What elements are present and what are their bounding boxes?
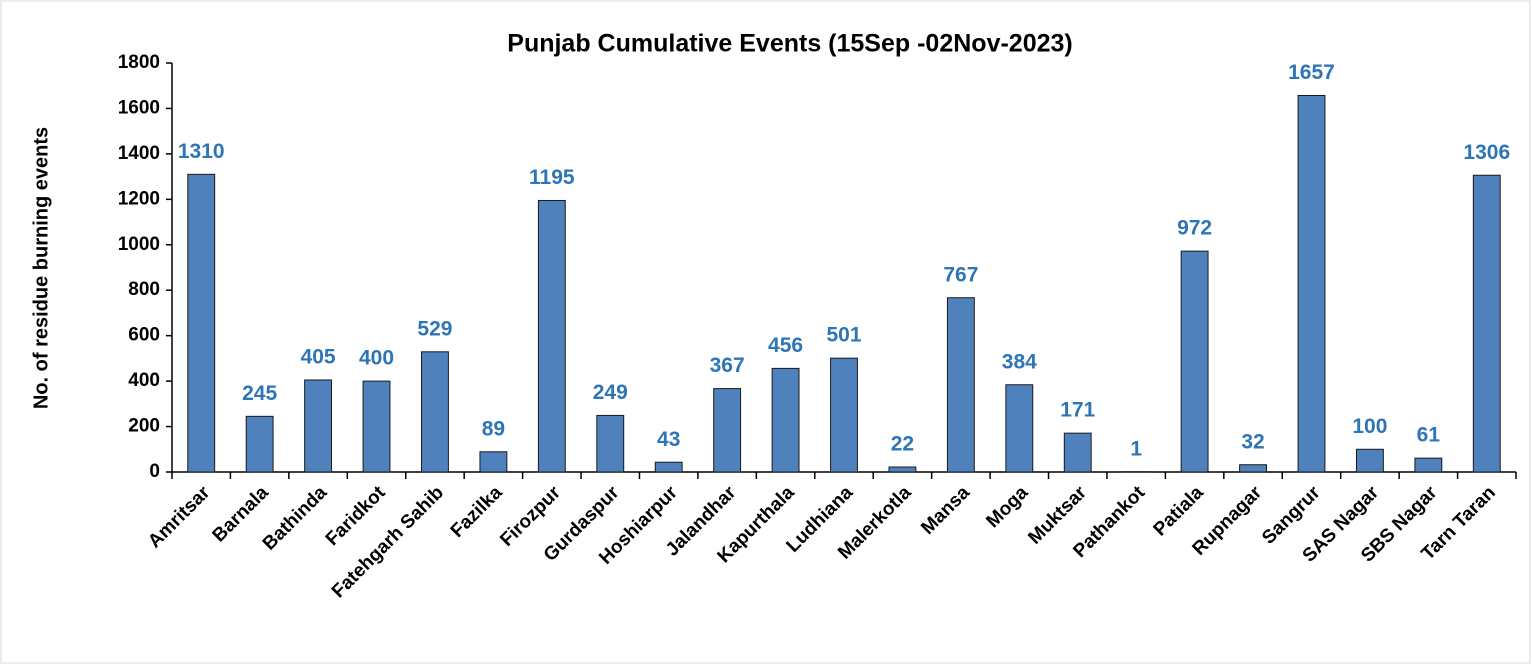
bar (362, 380, 391, 473)
chart-title: Punjab Cumulative Events (15Sep -02Nov-2… (507, 30, 1072, 58)
y-tick-label: 0 (149, 461, 160, 482)
data-label: 972 (1177, 217, 1212, 240)
bar (1355, 448, 1384, 473)
bar (421, 351, 449, 473)
data-label: 22 (891, 433, 914, 456)
data-label: 529 (417, 317, 452, 340)
data-label: 61 (1417, 424, 1441, 447)
bar (1063, 432, 1092, 473)
data-label: 501 (826, 324, 861, 347)
bar (1005, 384, 1034, 473)
data-label: 89 (482, 417, 505, 440)
data-label: 249 (593, 381, 628, 404)
data-label: 384 (1002, 350, 1037, 373)
y-tick-label: 200 (128, 416, 160, 437)
bar (888, 466, 917, 473)
bar (1297, 94, 1326, 473)
data-label: 32 (1241, 430, 1264, 453)
y-tick-label: 800 (128, 279, 160, 300)
data-label: 1 (1130, 437, 1142, 460)
data-label: 456 (768, 334, 803, 357)
data-label: 400 (359, 347, 394, 370)
bar (304, 379, 333, 473)
data-label: 1306 (1463, 141, 1510, 164)
data-label: 100 (1352, 415, 1387, 438)
bar (187, 173, 216, 473)
y-tick-label: 1200 (118, 188, 160, 209)
y-tick-label: 1000 (118, 234, 160, 255)
y-axis-label: No. of residue burning events (30, 127, 52, 409)
bar (245, 415, 274, 473)
bar (479, 451, 508, 473)
bar (1472, 174, 1501, 473)
bar (1239, 464, 1267, 473)
bar (1414, 457, 1443, 473)
y-tick-label: 400 (128, 370, 160, 391)
data-label: 245 (242, 382, 277, 405)
data-label: 767 (943, 263, 978, 286)
bar (713, 388, 742, 473)
y-tick-label: 1800 (118, 52, 160, 73)
data-label: 171 (1060, 399, 1095, 422)
data-label: 405 (301, 346, 336, 369)
data-label: 367 (710, 354, 745, 377)
bar (946, 297, 975, 473)
bar (537, 199, 566, 473)
bar (654, 461, 683, 473)
bar (1180, 250, 1209, 473)
y-tick-label: 600 (128, 325, 160, 346)
y-tick-label: 1400 (118, 143, 160, 164)
bar (830, 357, 858, 473)
bar (596, 414, 625, 473)
y-tick-label: 1600 (118, 97, 160, 118)
data-label: 1657 (1288, 61, 1335, 84)
data-label: 1310 (178, 140, 225, 163)
data-label: 43 (657, 428, 680, 451)
data-label: 1195 (529, 166, 575, 189)
bar (771, 367, 800, 473)
